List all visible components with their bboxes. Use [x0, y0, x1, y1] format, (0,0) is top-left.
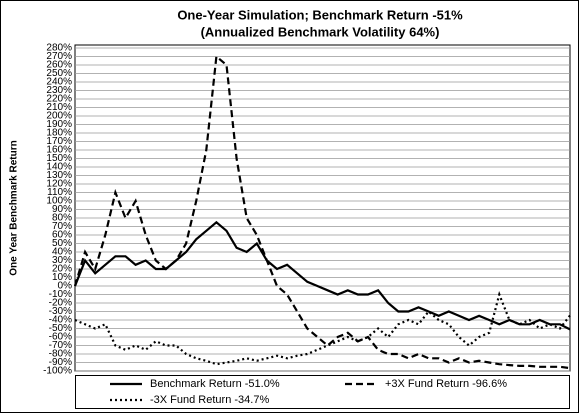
y-tick-label: 80%: [52, 213, 72, 224]
y-tick-label: 130%: [46, 170, 72, 181]
y-tick-label: 280%: [46, 43, 72, 54]
y-tick-label: 200%: [46, 111, 72, 122]
y-tick-label: 150%: [46, 153, 72, 164]
y-tick-label: 90%: [52, 204, 72, 215]
y-tick-label: -10%: [49, 289, 72, 300]
y-tick-label: 50%: [52, 238, 72, 249]
y-tick-label: 240%: [46, 77, 72, 88]
y-tick-label: -20%: [49, 298, 72, 309]
legend-label: -3X Fund Return -34.7%: [150, 394, 269, 406]
y-tick-label: -60%: [49, 332, 72, 343]
y-tick-label: 20%: [52, 264, 72, 275]
y-tick-label: 10%: [52, 272, 72, 283]
y-tick-label: -50%: [49, 323, 72, 334]
y-tick-label: 260%: [46, 60, 72, 71]
chart-title: One-Year Simulation; Benchmark Return -5…: [177, 7, 463, 22]
y-tick-label: -70%: [49, 340, 72, 351]
y-tick-label: -80%: [49, 349, 72, 360]
y-tick-label: 140%: [46, 162, 72, 173]
y-tick-label: -100%: [43, 366, 72, 377]
y-tick-label: 180%: [46, 128, 72, 139]
series-line: [73, 220, 571, 331]
y-tick-label: 120%: [46, 179, 72, 190]
y-tick-label: -90%: [49, 357, 72, 368]
y-tick-label: 270%: [46, 51, 72, 62]
series-line: [73, 54, 571, 370]
y-tick-label: 60%: [52, 230, 72, 241]
y-tick-label: 210%: [46, 102, 72, 113]
y-tick-label: 230%: [46, 85, 72, 96]
y-tick-label: 160%: [46, 145, 72, 156]
legend-box: [75, 375, 570, 409]
y-tick-label: -30%: [49, 306, 72, 317]
legend-label: Benchmark Return -51.0%: [150, 378, 280, 390]
y-tick-label: 100%: [46, 196, 72, 207]
legend-label: +3X Fund Return -96.6%: [385, 378, 507, 390]
y-tick-label: 70%: [52, 221, 72, 232]
y-tick-label: 170%: [46, 136, 72, 147]
y-tick-label: 220%: [46, 94, 72, 105]
y-tick-label: 40%: [52, 247, 72, 258]
y-tick-label: 0%: [58, 281, 73, 292]
chart-subtitle: (Annualized Benchmark Volatility 64%): [201, 24, 440, 39]
y-tick-label: 190%: [46, 119, 72, 130]
y-tick-label: 250%: [46, 68, 72, 79]
y-tick-label: 110%: [47, 187, 72, 198]
y-tick-label: -40%: [49, 315, 72, 326]
y-axis-label: One Year Benchmark Return: [9, 140, 20, 275]
y-tick-label: 30%: [52, 255, 72, 266]
